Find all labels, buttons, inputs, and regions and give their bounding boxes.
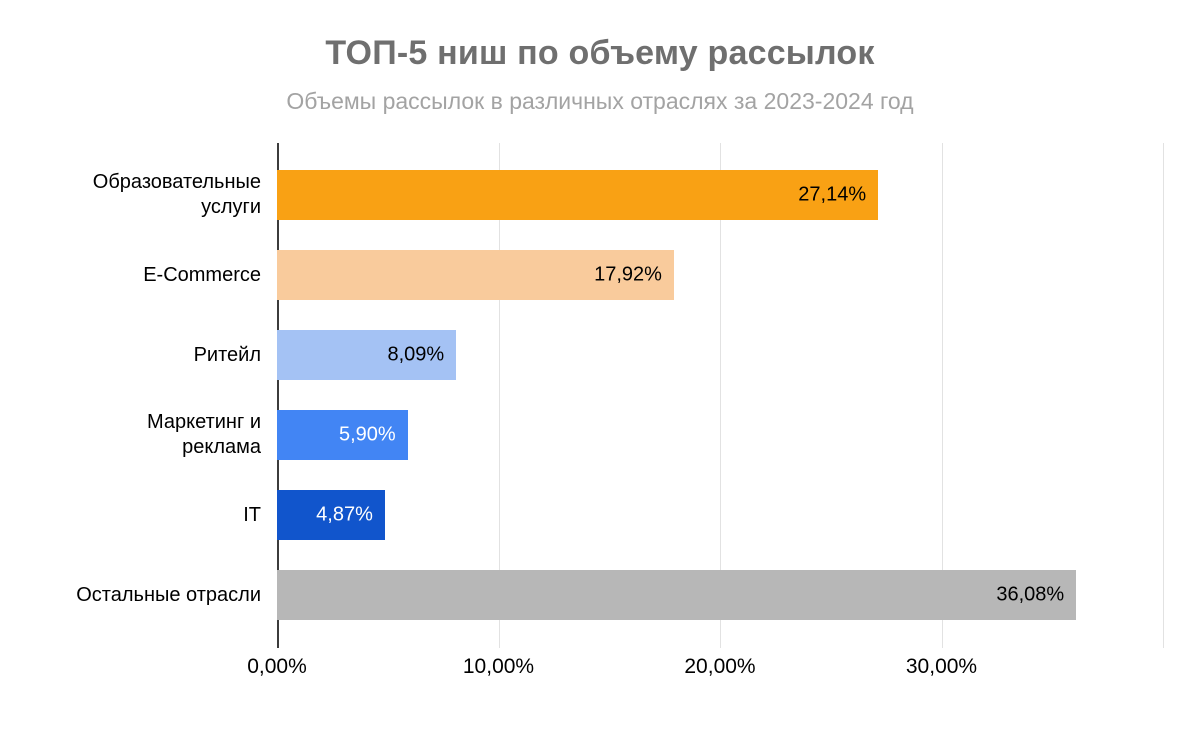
gridline — [720, 143, 721, 648]
gridline — [498, 143, 500, 648]
category-label: Образовательные услуги — [92, 171, 261, 218]
bar[interactable]: 8,09% — [277, 330, 457, 380]
category-label: IT — [243, 503, 261, 526]
value-label: 17,92% — [594, 263, 662, 286]
bar[interactable]: 5,90% — [277, 410, 408, 460]
category-label: E-Commerce — [143, 263, 261, 286]
chart-header: ТОП-5 ниш по объему рассылок Объемы расс… — [0, 0, 1200, 115]
value-label: 4,87% — [316, 503, 373, 526]
x-tick-label: 0,00% — [247, 655, 307, 678]
category-label: Остальные отрасли — [76, 583, 261, 606]
plot-area — [277, 143, 1164, 648]
bar-row: Маркетинг и реклама 5,90% — [147, 395, 1163, 475]
bar-row: Остальные отрасли 36,08% — [76, 555, 1163, 635]
bar-track: 8,09% — [277, 330, 1163, 380]
category-label: Ритейл — [193, 343, 261, 366]
page-subtitle: Объемы рассылок в различных отраслях за … — [286, 88, 914, 114]
bar[interactable]: 4,87% — [277, 490, 385, 540]
value-label: 5,90% — [338, 423, 396, 446]
bar[interactable]: 36,08% — [277, 570, 1077, 620]
value-label: 27,14% — [798, 183, 867, 206]
bar-row: E-Commerce 17,92% — [143, 235, 1163, 315]
y-axis-line — [277, 143, 279, 648]
bar[interactable]: 17,92% — [277, 250, 674, 300]
gridline — [941, 143, 943, 648]
x-tick-label: 30,00% — [905, 655, 978, 678]
x-axis: 0,00% 10,00% 20,00% 30,00% — [247, 655, 1163, 687]
bar-row: IT 4,87% — [243, 475, 1163, 555]
bar-track: 17,92% — [277, 250, 1163, 300]
bar-chart: Образовательные услуги 27,14% E-Commerce 17… — [0, 143, 1200, 687]
bar-rows: Образовательные услуги 27,14% E-Commerce 17… — [0, 143, 1200, 635]
bar-track: 36,08% — [277, 570, 1163, 620]
x-tick-label: 10,00% — [462, 655, 535, 678]
gridline — [1163, 143, 1164, 648]
page-title: ТОП-5 ниш по объему рассылок — [325, 34, 875, 72]
category-label: Маркетинг и реклама — [147, 411, 261, 458]
x-tick-label: 20,00% — [684, 655, 756, 678]
value-label: 8,09% — [387, 343, 445, 366]
bar-track: 27,14% — [277, 170, 1163, 220]
bar[interactable]: 27,14% — [277, 170, 879, 220]
bar-row: Ритейл 8,09% — [194, 315, 1163, 395]
bar-track: 4,87% — [277, 490, 1163, 540]
bar-track: 5,90% — [277, 410, 1163, 460]
value-label: 36,08% — [996, 583, 1065, 606]
bar-row: Образовательные услуги 27,14% — [93, 155, 1163, 235]
